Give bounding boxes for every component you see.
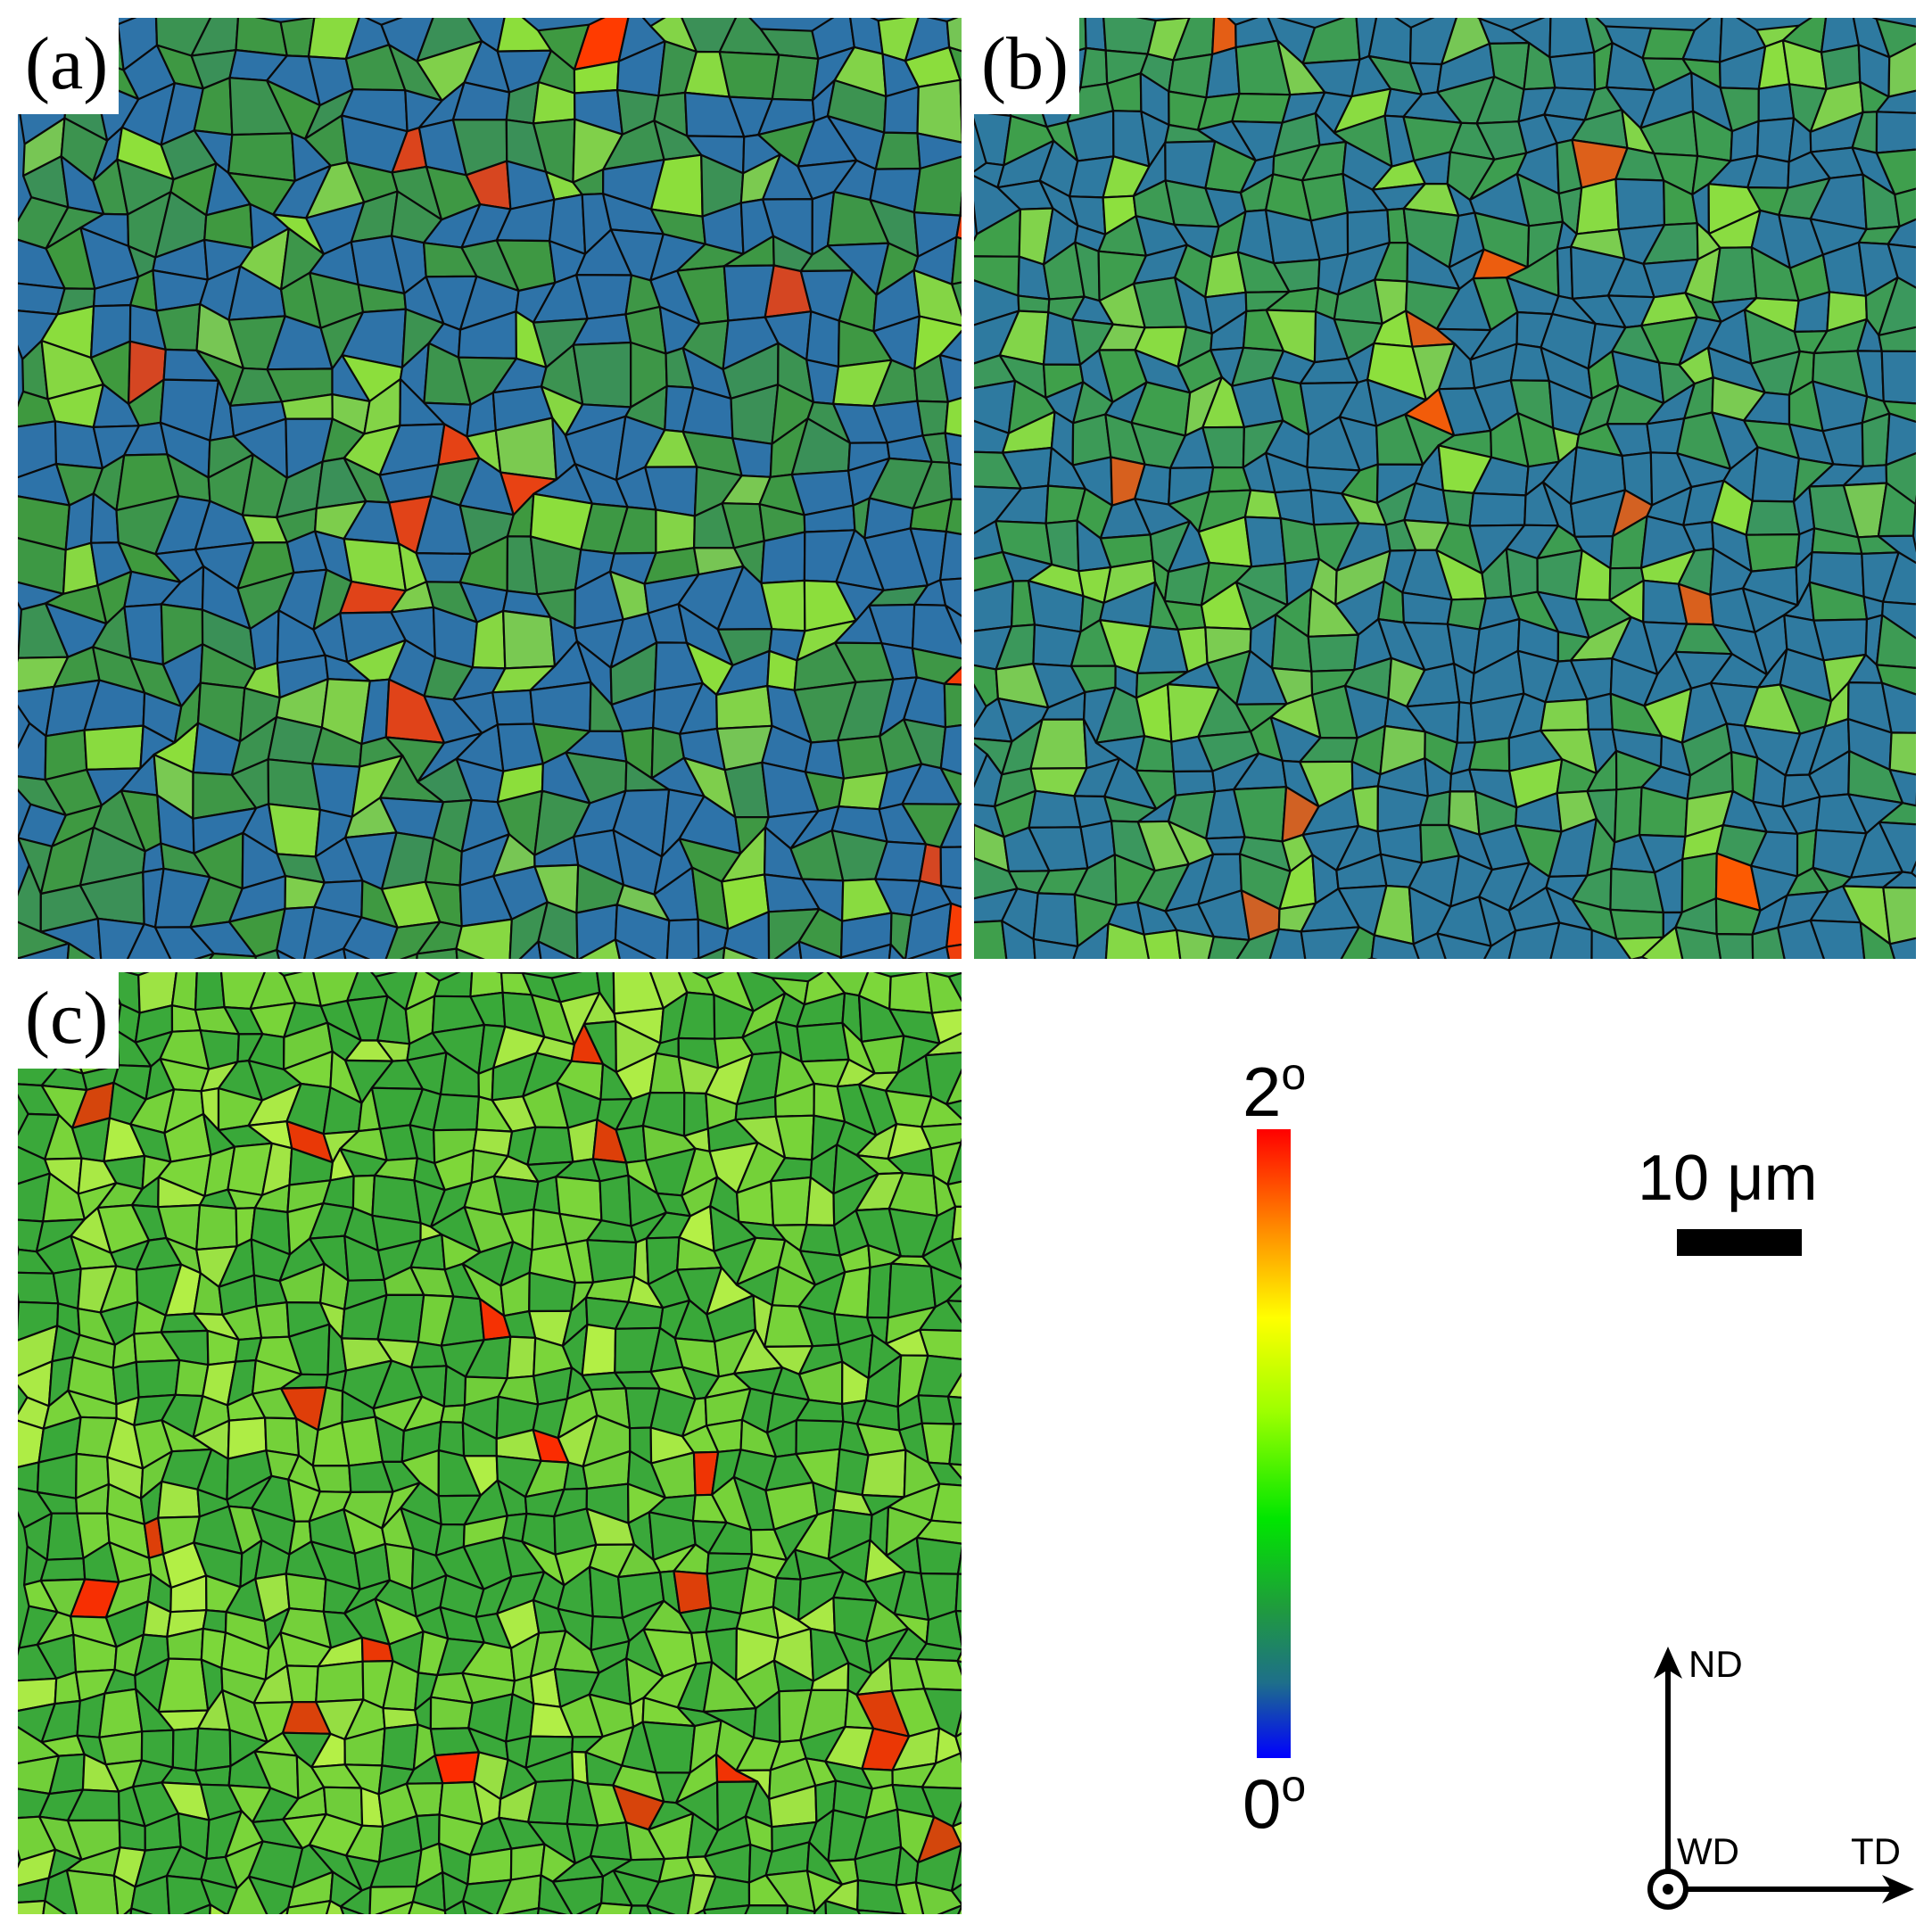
- degree-symbol-min: o: [1281, 1761, 1307, 1811]
- colorbar-max-label: 2o: [1243, 1049, 1307, 1131]
- colorbar-min-label: 0o: [1243, 1761, 1307, 1843]
- scale-bar: [1677, 1229, 1802, 1256]
- reference-axes: [1647, 1647, 1914, 1910]
- panel-label-b: (b): [974, 18, 1079, 114]
- grain-boundaries: [18, 18, 962, 959]
- nd-arrow-head: [1654, 1647, 1682, 1679]
- degree-symbol-max: o: [1281, 1049, 1307, 1099]
- axis-label-wd: WD: [1677, 1830, 1739, 1872]
- ebsd-map-c: (c): [18, 972, 962, 1914]
- axis-label-nd: ND: [1688, 1643, 1743, 1685]
- grain-map-a: [18, 18, 962, 959]
- grain-boundaries: [974, 18, 1916, 959]
- axis-label-td: TD: [1851, 1830, 1901, 1872]
- ebsd-map-a: (a): [18, 18, 962, 959]
- ebsd-map-b: (b): [974, 18, 1916, 959]
- misorientation-colorbar: [1257, 1129, 1291, 1758]
- td-arrow-head: [1882, 1875, 1914, 1903]
- grain-map-b: [974, 18, 1916, 959]
- grain-map-c: [18, 972, 962, 1914]
- panel-label-a: (a): [18, 18, 120, 114]
- grain-boundaries: [18, 972, 962, 1914]
- scale-bar-label: 10 μm: [1638, 1143, 1818, 1214]
- panel-label-c: (c): [18, 972, 120, 1069]
